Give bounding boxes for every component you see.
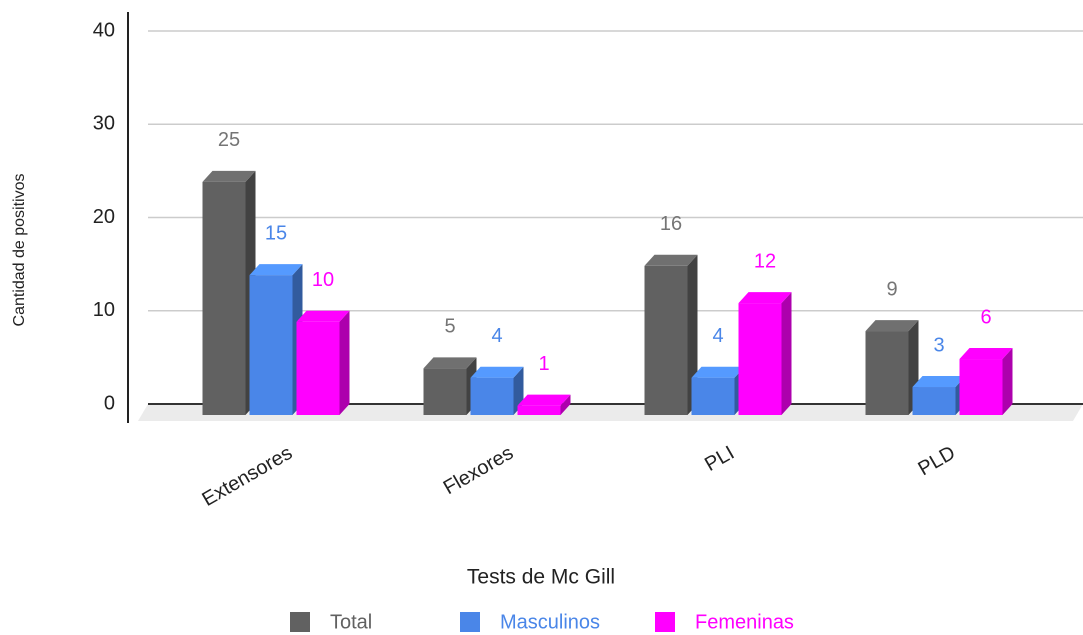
bar-top: [470, 366, 524, 378]
data-label: 16: [660, 213, 682, 235]
bar-top: [691, 366, 745, 378]
bar-front: [296, 321, 340, 415]
x-tick-label: Flexores: [440, 442, 517, 499]
bar-top: [865, 320, 919, 332]
x-tick-label: Extensores: [198, 442, 296, 511]
bar-side: [1002, 348, 1013, 415]
y-tick-label: 10: [93, 299, 115, 321]
legend-swatch: [290, 612, 310, 632]
bar-top: [912, 376, 966, 388]
y-tick-label: 20: [93, 206, 115, 228]
bar: [296, 310, 350, 415]
bar: [738, 292, 792, 415]
bar-front: [644, 265, 688, 415]
data-label: 1: [538, 353, 549, 375]
bar-front: [865, 331, 909, 415]
data-label: 12: [754, 250, 776, 272]
bar-top: [644, 254, 698, 266]
data-label: 4: [491, 325, 502, 347]
bar-top: [296, 310, 350, 322]
bar: [470, 366, 524, 415]
bar-front: [470, 377, 514, 415]
y-tick-label: 30: [93, 113, 115, 135]
legend-swatch: [460, 612, 480, 632]
bar-top: [202, 170, 256, 182]
bar: [959, 348, 1013, 415]
bar: [912, 376, 966, 415]
bar-top: [959, 348, 1013, 360]
bar-front: [249, 275, 293, 415]
bar: [644, 254, 698, 415]
data-label: 4: [712, 325, 723, 347]
bar-front: [691, 377, 735, 415]
y-tick-label: 0: [104, 392, 115, 414]
bar-front: [517, 405, 561, 415]
legend-label: Masculinos: [500, 611, 600, 633]
bar-side: [781, 292, 792, 415]
bar-top: [249, 264, 303, 276]
bar-front: [738, 303, 782, 415]
bar-front: [959, 359, 1003, 415]
bar-front: [912, 387, 956, 415]
data-label: 25: [218, 129, 240, 151]
bar: [423, 357, 477, 415]
data-label: 9: [886, 278, 897, 300]
bar-front: [423, 368, 467, 415]
bar-front: [202, 181, 246, 415]
y-tick-label: 40: [93, 19, 115, 41]
bar-top: [738, 292, 792, 304]
bar-side: [339, 310, 350, 415]
legend-swatch: [655, 612, 675, 632]
bar: [517, 394, 571, 415]
data-label: 3: [933, 334, 944, 356]
data-label: 10: [312, 269, 334, 291]
data-label: 6: [980, 306, 991, 328]
data-label: 5: [444, 316, 455, 338]
bar: [691, 366, 745, 415]
x-axis-title: Tests de Mc Gill: [467, 566, 615, 589]
bar: [249, 264, 303, 415]
x-tick-label: PLD: [914, 442, 959, 481]
floor: [138, 404, 1083, 421]
x-tick-label: PLI: [701, 442, 738, 476]
data-label: 15: [265, 222, 287, 244]
bar-side: [560, 394, 571, 415]
bar: [202, 170, 256, 415]
bar: [865, 320, 919, 415]
bar-top: [517, 394, 571, 406]
bar-top: [423, 357, 477, 369]
y-axis-title: Cantidad de positivos: [11, 174, 28, 327]
legend-label: Femeninas: [695, 611, 794, 633]
legend-label: Total: [330, 611, 372, 633]
